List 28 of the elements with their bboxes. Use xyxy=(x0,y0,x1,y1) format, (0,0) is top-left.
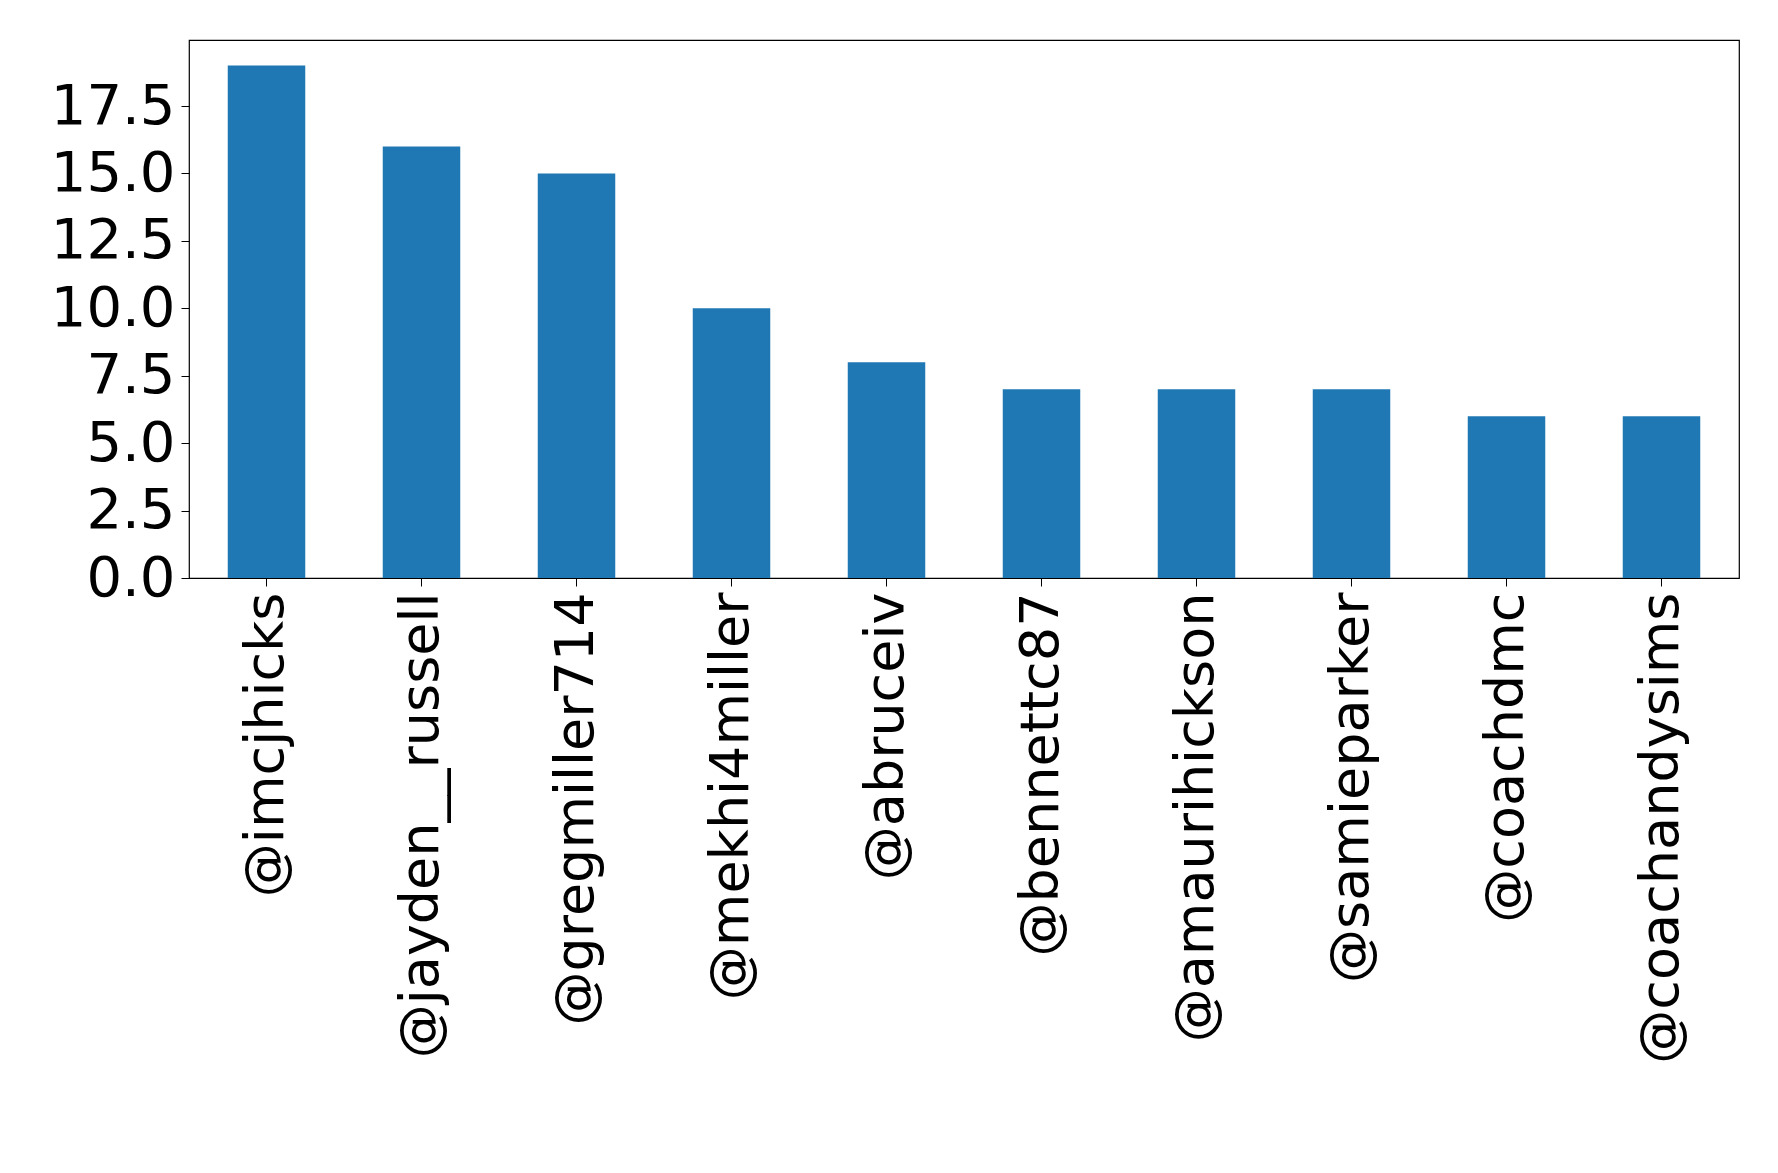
x-tick-label: @imcjhicks xyxy=(232,592,296,898)
bar xyxy=(382,146,461,578)
bar xyxy=(537,173,616,578)
y-tick-label: 7.5 xyxy=(86,341,176,407)
y-tick-label: 2.5 xyxy=(86,476,176,542)
x-tick-label: @jayden__russell xyxy=(387,592,451,1059)
y-tick-label: 10.0 xyxy=(50,273,176,339)
bar xyxy=(847,362,926,578)
x-tick-label: @abruceiv xyxy=(852,592,916,881)
x-tick-label: @samieparker xyxy=(1317,591,1381,983)
x-tick-label: @bennettc87 xyxy=(1007,592,1071,957)
y-tick-label: 15.0 xyxy=(50,138,176,204)
y-tick-label: 5.0 xyxy=(86,408,176,474)
bar xyxy=(692,308,771,578)
x-tick-label: @gregmiller714 xyxy=(542,592,606,1026)
bar xyxy=(1312,389,1391,578)
y-tick-label: 12.5 xyxy=(50,206,176,272)
y-tick-label: 17.5 xyxy=(50,71,176,137)
bar xyxy=(1002,389,1081,578)
bar xyxy=(1622,416,1701,578)
x-tick-label: @mekhi4miller xyxy=(697,591,761,1001)
x-tick-label: @coachdmc xyxy=(1472,592,1536,923)
bar xyxy=(1157,389,1236,578)
bar xyxy=(227,65,306,578)
bar xyxy=(1467,416,1546,578)
x-tick-label: @amaurihickson xyxy=(1162,592,1226,1043)
x-tick-label: @coachandysims xyxy=(1627,592,1691,1064)
y-tick-label: 0.0 xyxy=(86,543,176,609)
